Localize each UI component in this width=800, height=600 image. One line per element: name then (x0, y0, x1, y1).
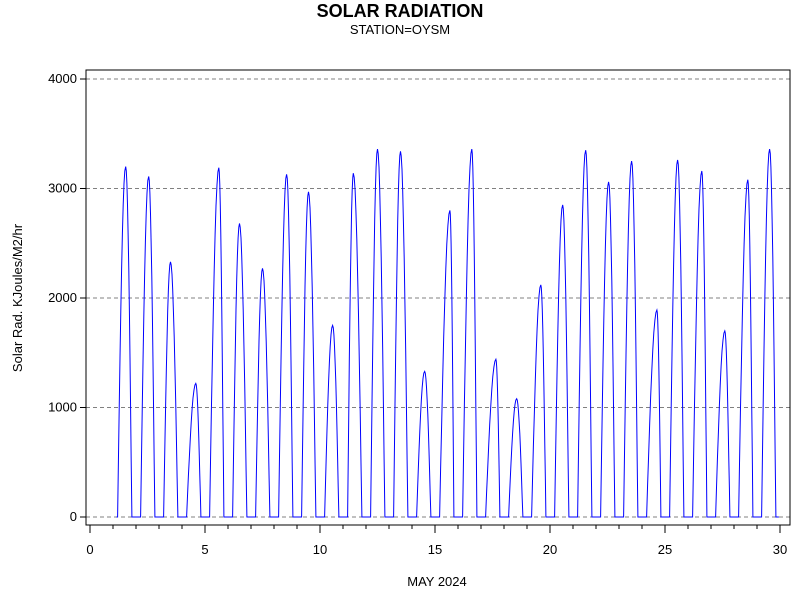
daily-peak-point (376, 148, 379, 151)
daily-peak-point (539, 283, 542, 286)
chart-title: SOLAR RADIATION (316, 1, 484, 21)
daily-peak-point (448, 209, 451, 212)
daily-peak-point (399, 150, 402, 153)
daily-peak-point (515, 397, 518, 400)
x-tick-label: 15 (428, 542, 442, 557)
daily-peak-point (584, 149, 587, 152)
daily-peak-point (124, 165, 127, 168)
daily-peak-point (238, 222, 241, 225)
y-tick-label: 1000 (48, 400, 77, 415)
chart-subtitle: STATION=OYSM (349, 22, 451, 37)
y-tick-label: 2000 (48, 290, 77, 305)
daily-peak-point (261, 267, 264, 270)
grid-lines (86, 78, 790, 518)
daily-peak-point (217, 166, 220, 169)
x-tick-label: 5 (201, 542, 208, 557)
solar-radiation-series-line (116, 149, 779, 518)
daily-peak-point (723, 329, 726, 332)
daily-peak-point (423, 370, 426, 373)
x-axis-label: MAY 2024 (407, 574, 467, 589)
daily-peak-point (331, 324, 334, 327)
daily-peak-point (561, 203, 564, 206)
y-tick-label: 0 (70, 509, 77, 524)
daily-peak-point (470, 148, 473, 151)
daily-peak-point (285, 173, 288, 176)
x-tick-label: 20 (543, 542, 557, 557)
y-tick-label: 3000 (48, 181, 77, 196)
x-tick-label: 30 (773, 542, 787, 557)
daily-peak-point (147, 175, 150, 178)
daily-peak-point (700, 169, 703, 172)
daily-peak-point (194, 382, 197, 385)
daily-peak-point (655, 309, 658, 312)
x-tick-label: 10 (313, 542, 327, 557)
daily-peak-point (494, 358, 497, 361)
y-tick-label: 4000 (48, 71, 77, 86)
series-layer (116, 148, 779, 518)
daily-peak-point (676, 159, 679, 162)
daily-peak-point (630, 160, 633, 163)
y-axis-label: Solar Rad. KJoules/M2/hr (10, 223, 25, 372)
x-tick-label: 25 (658, 542, 672, 557)
y-axis: 0 1000 2000 3000 4000 (48, 71, 86, 524)
x-axis: 0 5 10 15 20 25 30 (86, 525, 787, 557)
daily-peak-point (307, 190, 310, 193)
daily-peak-point (607, 180, 610, 183)
daily-peak-point (352, 172, 355, 175)
daily-peak-point (746, 178, 749, 181)
daily-peak-point (169, 260, 172, 263)
daily-peak-point (768, 148, 771, 151)
x-tick-label: 0 (86, 542, 93, 557)
